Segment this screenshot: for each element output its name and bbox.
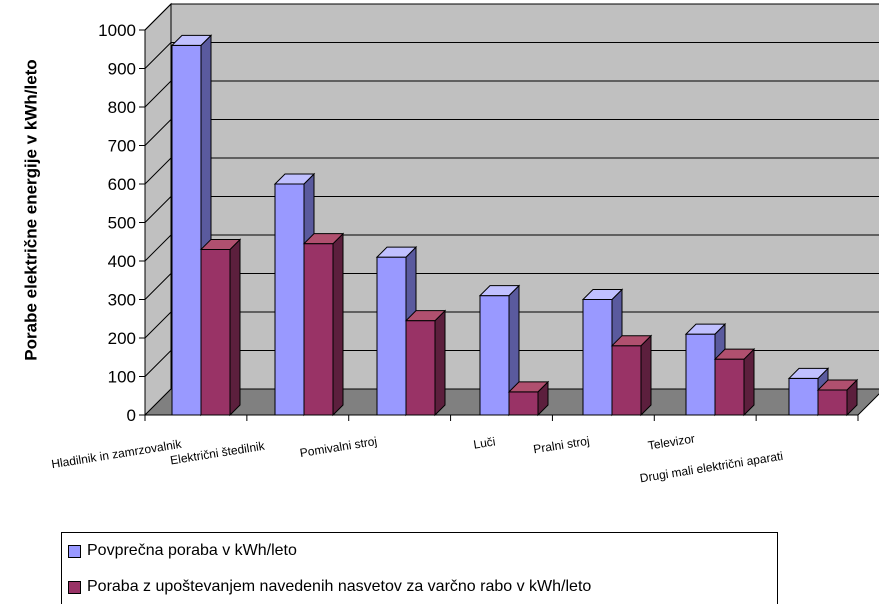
legend-label-series-2: Poraba z upoštevanjem navedenih nasvetov… <box>87 578 592 595</box>
x-tick-label: Pomivalni stroj <box>299 434 378 460</box>
y-tick-label: 400 <box>108 252 136 271</box>
legend-swatch-series-1 <box>68 544 81 558</box>
gridline <box>144 119 879 146</box>
y-tick-label: 100 <box>108 368 136 387</box>
bar-series-2-1-side <box>229 238 241 417</box>
bar-series-2-3-top <box>404 310 447 322</box>
legend: Povprečna poraba v kWh/leto Poraba z upo… <box>61 532 778 604</box>
bar-series-2-6-front <box>714 358 745 416</box>
chart-plot: 0 100 200 300 400 500 600 700 800 900 1000 Hladilni… <box>50 2 879 485</box>
y-axis-title: Porabe električne energije v kWh/leto <box>2 0 62 420</box>
bar-series-2-5-top <box>610 335 653 347</box>
gridline <box>144 42 879 69</box>
bar-series-1-3-front <box>376 256 407 416</box>
bar-series-2-1-front <box>200 248 231 416</box>
gridline <box>144 80 879 108</box>
bar-series-1-5-front <box>582 299 613 416</box>
y-tick-label: 0 <box>127 406 136 425</box>
bar-series-2-3-front <box>405 320 436 416</box>
bar-series-2-6-side <box>743 347 755 417</box>
gridline <box>144 311 879 339</box>
y-tick-label: 800 <box>108 98 136 117</box>
bar-series-1-4-top <box>478 285 521 297</box>
bar-series-1-2-top <box>273 173 316 185</box>
bar-series-2-2-front <box>303 243 334 416</box>
bar-series-2-4-front <box>508 391 539 416</box>
bar-series-2-5-side <box>640 334 652 417</box>
gridline <box>144 3 879 31</box>
x-tick-label: Drugi mali električni aparati <box>639 449 784 485</box>
bar-series-1-5-top <box>581 289 624 300</box>
bar-series-2-5-front <box>611 345 642 416</box>
y-tick-label: 900 <box>108 60 136 79</box>
y-tick-label: 600 <box>108 175 136 194</box>
x-tick-label: Električni štedilnik <box>169 439 266 468</box>
bar-series-2-4-top <box>507 381 550 393</box>
y-axis-title-text: Porabe električne energije v kWh/leto <box>22 59 42 361</box>
legend-label-series-1: Povprečna poraba v kWh/leto <box>87 542 297 559</box>
bar-series-2-3-side <box>434 309 446 417</box>
bar-series-2-1-top <box>199 238 242 250</box>
bar-series-1-7-top <box>787 367 830 379</box>
x-tick-label: Luči <box>472 434 496 451</box>
y-tick-label: 300 <box>108 291 136 310</box>
gridline <box>144 157 879 185</box>
bar-series-2-7-front <box>817 389 848 416</box>
bar-series-2-7-top <box>816 379 859 391</box>
x-tick-label: Pralni stroj <box>532 434 590 457</box>
bar-series-1-7-front <box>788 377 819 416</box>
bar-series-1-4-front <box>479 295 510 416</box>
bar-series-1-6-top <box>684 323 727 335</box>
gridline <box>144 273 879 300</box>
gridline <box>144 234 879 262</box>
bar-series-2-2-top <box>302 233 345 245</box>
gridline <box>144 196 879 223</box>
y-tick-label: 1000 <box>98 21 136 40</box>
bar-series-1-6-front <box>685 333 716 416</box>
bar-series-1-1-front <box>171 44 202 416</box>
legend-swatch-series-2 <box>68 580 81 594</box>
y-tick-label: 500 <box>108 214 136 233</box>
bar-series-2-6-top <box>713 348 756 360</box>
y-tick-label: 200 <box>108 329 136 348</box>
x-tick-label: Hladilnik in zamrzovalnik <box>50 437 183 472</box>
bar-series-1-1-top <box>170 34 213 46</box>
bar-series-2-2-side <box>332 232 344 417</box>
x-tick-label: Televizor <box>647 431 696 452</box>
y-tick-label: 700 <box>108 137 136 156</box>
legend-item-series-2: Poraba z upoštevanjem navedenih nasvetov… <box>68 578 591 596</box>
bar-series-1-2-front <box>274 183 305 416</box>
bar-series-1-3-top <box>375 246 418 258</box>
legend-item-series-1: Povprečna poraba v kWh/leto <box>68 542 297 560</box>
